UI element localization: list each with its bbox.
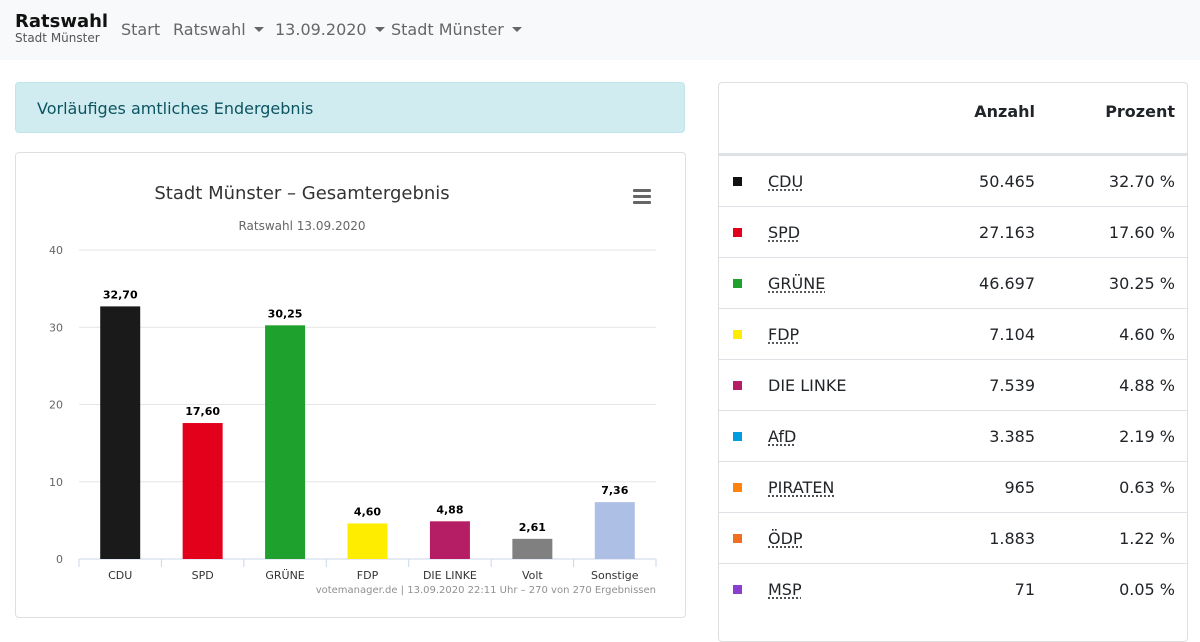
chart-subtitle: Ratswahl 13.09.2020 xyxy=(238,219,365,233)
color-swatch xyxy=(733,534,742,543)
color-swatch xyxy=(733,177,742,186)
nav-ratswahl-label: Ratswahl xyxy=(173,20,246,39)
brand-title[interactable]: Ratswahl xyxy=(15,11,108,33)
vote-percent: 2.19 % xyxy=(1119,427,1175,446)
results-table: Anzahl Prozent CDU 50.465 32.70 % SPD 27… xyxy=(718,82,1188,642)
table-row-fdp: FDP 7.104 4.60 % xyxy=(719,308,1187,359)
table-row-cdu: CDU 50.465 32.70 % xyxy=(719,155,1187,206)
chart-title: Stadt Münster – Gesamtergebnis xyxy=(154,183,449,204)
caret-down-icon xyxy=(512,27,522,32)
chart-card: Stadt Münster – Gesamtergebnis Ratswahl … xyxy=(15,152,686,618)
vote-count: 3.385 xyxy=(989,427,1035,446)
status-alert-text: Vorläufiges amtliches Endergebnis xyxy=(37,99,313,118)
vote-count: 27.163 xyxy=(979,223,1035,242)
data-label: 4,60 xyxy=(354,505,381,518)
bar-cdu[interactable] xyxy=(100,306,140,559)
party-name[interactable]: AfD xyxy=(768,427,796,446)
party-name[interactable]: FDP xyxy=(768,325,799,344)
table-row-gruene: GRÜNE 46.697 30.25 % xyxy=(719,257,1187,308)
color-swatch xyxy=(733,432,742,441)
table-row-piraten: PIRATEN 965 0.63 % xyxy=(719,461,1187,512)
vote-count: 1.883 xyxy=(989,529,1035,548)
nav-city-label: Stadt Münster xyxy=(391,20,504,39)
brand-subtitle[interactable]: Stadt Münster xyxy=(15,31,108,45)
y-tick-label: 20 xyxy=(49,399,63,412)
nav-start-link[interactable]: Start xyxy=(121,20,160,40)
y-tick-label: 40 xyxy=(49,244,63,257)
y-tick-label: 30 xyxy=(49,321,63,334)
color-swatch xyxy=(733,381,742,390)
vote-count: 7.104 xyxy=(989,325,1035,344)
vote-count: 7.539 xyxy=(989,376,1035,395)
data-label: 2,61 xyxy=(519,521,546,534)
table-header: Anzahl Prozent xyxy=(719,83,1187,155)
party-name[interactable]: PIRATEN xyxy=(768,478,834,497)
brand[interactable]: Ratswahl Stadt Münster xyxy=(15,11,108,45)
vote-percent: 32.70 % xyxy=(1109,172,1175,191)
party-name: DIE LINKE xyxy=(768,376,846,395)
navbar: Ratswahl Stadt Münster Start Ratswahl 13… xyxy=(0,0,1200,60)
nav-date-label: 13.09.2020 xyxy=(275,20,367,39)
color-swatch xyxy=(733,279,742,288)
vote-percent: 30.25 % xyxy=(1109,274,1175,293)
x-tick-label: GRÜNE xyxy=(265,569,304,582)
bar-spd[interactable] xyxy=(183,423,223,559)
vote-percent: 4.60 % xyxy=(1119,325,1175,344)
x-tick-label: FDP xyxy=(357,569,379,582)
color-swatch xyxy=(733,228,742,237)
data-label: 7,36 xyxy=(601,484,628,497)
bar-fdp[interactable] xyxy=(348,523,388,559)
bar-layer: 32,70 CDU 17,60 SPD 30,25 GRÜNE 4,60 FDP 4,88 DIE… xyxy=(100,288,639,582)
bar-sonstige[interactable] xyxy=(595,502,635,559)
x-tick-label: DIE LINKE xyxy=(423,569,477,582)
x-tick-label: Sonstige xyxy=(591,569,639,582)
vote-percent: 0.05 % xyxy=(1119,580,1175,599)
header-percent: Prozent xyxy=(1105,102,1175,121)
vote-percent: 4.88 % xyxy=(1119,376,1175,395)
table-row-spd: SPD 27.163 17.60 % xyxy=(719,206,1187,257)
color-swatch xyxy=(733,330,742,339)
nav-date-dropdown[interactable]: 13.09.2020 xyxy=(275,20,385,40)
vote-percent: 1.22 % xyxy=(1119,529,1175,548)
party-name[interactable]: ÖDP xyxy=(768,529,803,548)
color-swatch xyxy=(733,483,742,492)
bar-chart: Stadt Münster – Gesamtergebnis Ratswahl … xyxy=(16,153,685,617)
caret-down-icon xyxy=(254,27,264,32)
data-label: 17,60 xyxy=(185,405,220,418)
vote-count: 71 xyxy=(1015,580,1035,599)
nav-start-label: Start xyxy=(121,20,160,39)
x-tick-label: Volt xyxy=(522,569,543,582)
bar-grüne[interactable] xyxy=(265,325,305,559)
chart-credits[interactable]: votemanager.de | 13.09.2020 22:11 Uhr – … xyxy=(316,585,656,596)
vote-percent: 0.63 % xyxy=(1119,478,1175,497)
party-name[interactable]: CDU xyxy=(768,172,803,191)
vote-percent: 17.60 % xyxy=(1109,223,1175,242)
table-row-afd: AfD 3.385 2.19 % xyxy=(719,410,1187,461)
x-tick-label: SPD xyxy=(192,569,214,582)
party-name[interactable]: SPD xyxy=(768,223,800,242)
data-label: 32,70 xyxy=(103,288,138,301)
vote-count: 50.465 xyxy=(979,172,1035,191)
vote-count: 46.697 xyxy=(979,274,1035,293)
y-tick-label: 0 xyxy=(56,553,63,566)
chart-menu-button[interactable] xyxy=(633,189,651,205)
y-tick-label: 10 xyxy=(49,476,63,489)
table-row-oedp: ÖDP 1.883 1.22 % xyxy=(719,512,1187,563)
x-tick-label: CDU xyxy=(108,569,132,582)
nav-ratswahl-dropdown[interactable]: Ratswahl xyxy=(173,20,264,40)
color-swatch xyxy=(733,585,742,594)
party-name[interactable]: GRÜNE xyxy=(768,274,825,293)
table-row-msp: MSP 71 0.05 % xyxy=(719,563,1187,614)
party-name[interactable]: MSP xyxy=(768,580,802,599)
bar-die-linke[interactable] xyxy=(430,521,470,559)
caret-down-icon xyxy=(375,27,385,32)
nav-city-dropdown[interactable]: Stadt Münster xyxy=(391,20,522,40)
table-row-die-linke: DIE LINKE 7.539 4.88 % xyxy=(719,359,1187,410)
data-label: 4,88 xyxy=(436,503,463,516)
header-count: Anzahl xyxy=(974,102,1035,121)
bar-volt[interactable] xyxy=(512,539,552,559)
data-label: 30,25 xyxy=(268,307,303,320)
vote-count: 965 xyxy=(1004,478,1035,497)
status-alert: Vorläufiges amtliches Endergebnis xyxy=(15,82,685,133)
